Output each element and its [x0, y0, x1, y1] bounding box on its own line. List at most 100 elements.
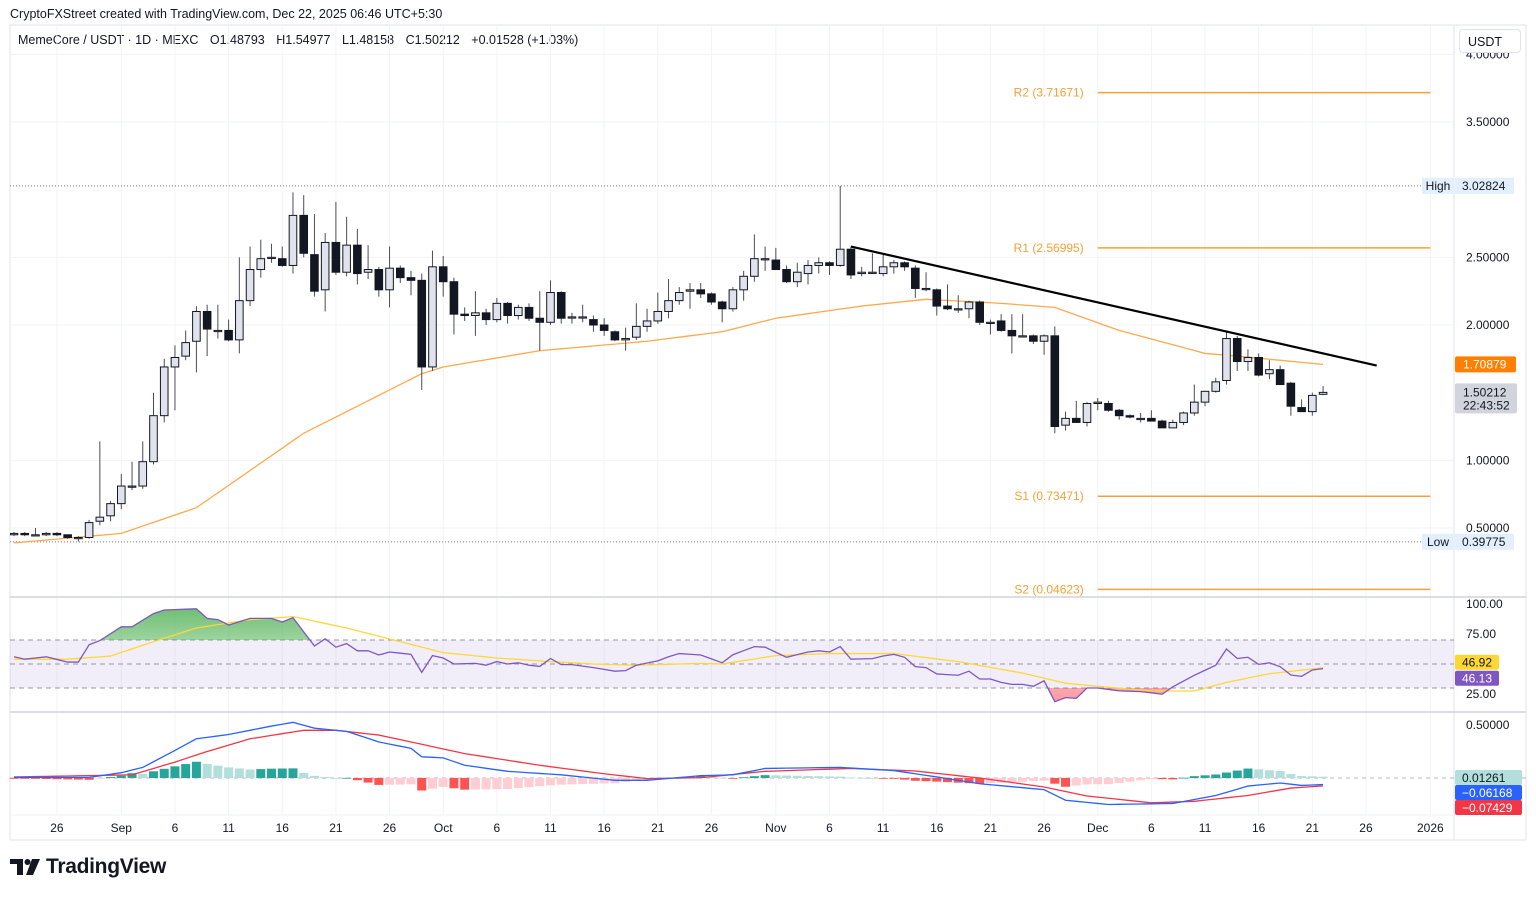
- candle[interactable]: [1114, 408, 1124, 420]
- candle[interactable]: [460, 307, 469, 321]
- candle[interactable]: [567, 312, 577, 324]
- candle[interactable]: [52, 532, 62, 537]
- candle[interactable]: [106, 500, 115, 522]
- candle[interactable]: [900, 261, 909, 271]
- candle[interactable]: [1061, 411, 1070, 431]
- candle[interactable]: [1093, 398, 1103, 411]
- candle[interactable]: [911, 265, 920, 298]
- candle[interactable]: [1050, 326, 1060, 434]
- candle[interactable]: [492, 297, 502, 323]
- candle[interactable]: [84, 519, 94, 539]
- candle[interactable]: [1232, 335, 1242, 372]
- candle[interactable]: [395, 265, 405, 284]
- candle[interactable]: [320, 232, 330, 312]
- candle[interactable]: [610, 330, 620, 342]
- candle[interactable]: [825, 261, 834, 275]
- candle[interactable]: [889, 260, 899, 274]
- symbol-name[interactable]: MemeCore / USDT · 1D · MEXC: [18, 33, 199, 47]
- candle[interactable]: [417, 273, 427, 390]
- candle[interactable]: [256, 239, 266, 278]
- candle[interactable]: [170, 345, 180, 411]
- candle[interactable]: [760, 246, 770, 271]
- candle[interactable]: [1071, 400, 1081, 423]
- candle[interactable]: [535, 291, 545, 351]
- candle[interactable]: [428, 250, 437, 372]
- trendline[interactable]: [850, 245, 1377, 367]
- candle[interactable]: [1308, 392, 1317, 416]
- candle[interactable]: [1297, 399, 1306, 413]
- candle[interactable]: [363, 245, 373, 279]
- candle[interactable]: [41, 532, 51, 537]
- candle[interactable]: [192, 306, 201, 373]
- candle[interactable]: [1190, 384, 1199, 416]
- macd-pane[interactable]: [9, 721, 1527, 806]
- candle[interactable]: [1243, 349, 1253, 372]
- candle[interactable]: [1211, 377, 1221, 393]
- candle[interactable]: [342, 216, 351, 277]
- candle[interactable]: [117, 473, 126, 510]
- currency-button[interactable]: USDT: [1459, 29, 1521, 53]
- candle[interactable]: [1265, 360, 1274, 380]
- price-pane[interactable]: R2 (3.71671) R1 (2.56995) S1 (0.73471) S2 (…: [10, 86, 1431, 597]
- candle[interactable]: [1007, 314, 1017, 354]
- candle[interactable]: [835, 185, 845, 267]
- candle[interactable]: [546, 280, 555, 326]
- candle[interactable]: [1318, 385, 1328, 396]
- candle[interactable]: [353, 228, 362, 285]
- candle[interactable]: [299, 195, 309, 258]
- candle[interactable]: [1082, 402, 1092, 427]
- candle[interactable]: [159, 358, 169, 423]
- candle[interactable]: [1168, 419, 1178, 429]
- candle[interactable]: [213, 304, 223, 339]
- candle[interactable]: [1200, 390, 1210, 407]
- candle[interactable]: [707, 292, 716, 305]
- candle[interactable]: [277, 246, 287, 267]
- candle[interactable]: [235, 257, 244, 354]
- candle[interactable]: [846, 246, 856, 279]
- candle[interactable]: [599, 318, 609, 336]
- candle[interactable]: [814, 257, 824, 274]
- candle[interactable]: [449, 277, 459, 335]
- candle[interactable]: [782, 265, 791, 284]
- candle[interactable]: [674, 287, 684, 305]
- candle[interactable]: [750, 234, 759, 282]
- candle[interactable]: [20, 532, 30, 537]
- candle[interactable]: [1125, 414, 1135, 419]
- candle[interactable]: [728, 287, 738, 312]
- candle[interactable]: [10, 532, 19, 537]
- candle[interactable]: [95, 441, 105, 526]
- candle[interactable]: [524, 303, 534, 321]
- candle[interactable]: [438, 255, 448, 297]
- candle[interactable]: [138, 441, 148, 489]
- candle[interactable]: [1275, 365, 1285, 386]
- candle[interactable]: [202, 304, 212, 357]
- candle[interactable]: [975, 300, 985, 326]
- candle[interactable]: [374, 266, 384, 297]
- candle[interactable]: [1039, 334, 1049, 355]
- candle[interactable]: [406, 270, 416, 296]
- candle[interactable]: [803, 260, 813, 285]
- candle[interactable]: [932, 288, 942, 316]
- candle[interactable]: [1179, 411, 1188, 426]
- candle[interactable]: [31, 528, 40, 537]
- candle[interactable]: [739, 270, 748, 301]
- candle[interactable]: [1254, 353, 1263, 377]
- candle[interactable]: [514, 304, 523, 320]
- candle[interactable]: [696, 283, 706, 298]
- candle[interactable]: [149, 392, 158, 465]
- candle[interactable]: [953, 295, 963, 313]
- candle[interactable]: [127, 461, 137, 491]
- candle[interactable]: [921, 272, 931, 292]
- candle[interactable]: [471, 291, 480, 336]
- candle[interactable]: [621, 327, 630, 351]
- candle[interactable]: [503, 301, 512, 324]
- candle[interactable]: [1157, 419, 1167, 429]
- candle[interactable]: [74, 536, 83, 542]
- rsi-pane[interactable]: [10, 608, 1454, 703]
- candle[interactable]: [63, 534, 72, 539]
- candle[interactable]: [771, 247, 781, 271]
- candle[interactable]: [310, 214, 319, 297]
- tradingview-logo[interactable]: TradingView: [10, 855, 166, 879]
- candle[interactable]: [1286, 381, 1296, 416]
